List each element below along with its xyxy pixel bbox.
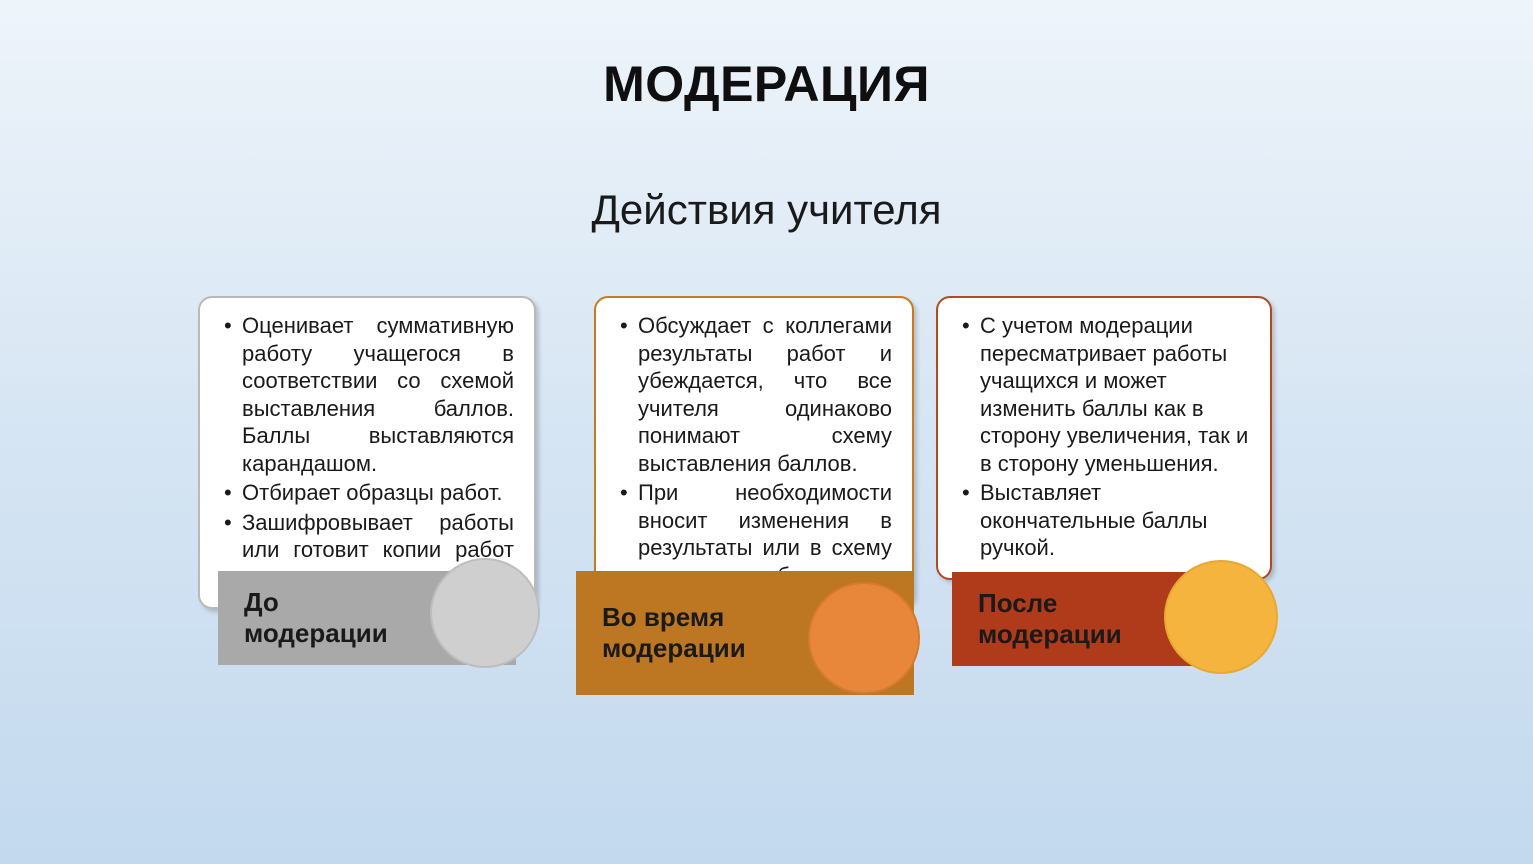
label-line: модерации (978, 619, 1122, 649)
circle-icon-before (430, 558, 540, 668)
bullet-list-before: Оценивает суммативную работу учащегося в… (220, 312, 514, 591)
label-line: Во время (602, 602, 724, 632)
slide-title: МОДЕРАЦИЯ (0, 55, 1533, 113)
card-during: Обсуждает с коллегами результаты работ и… (594, 296, 914, 607)
label-line: модерации (244, 618, 388, 648)
bullet-list-during: Обсуждает с коллегами результаты работ и… (616, 312, 892, 589)
list-item: Обсуждает с коллегами результаты работ и… (616, 312, 892, 477)
list-item: С учетом модерации пересматривает работы… (958, 312, 1250, 477)
label-line: модерации (602, 633, 746, 663)
list-item: Оценивает суммативную работу учащегося в… (220, 312, 514, 477)
label-line: После (978, 588, 1057, 618)
list-item: Отбирает образцы работ. (220, 479, 514, 507)
list-item: Выставляет окончательные баллы ручкой. (958, 479, 1250, 562)
bullet-list-after: С учетом модерации пересматривает работы… (958, 312, 1250, 562)
circle-icon-during (808, 582, 920, 694)
slide-subtitle: Действия учителя (0, 186, 1533, 234)
circle-icon-after (1164, 560, 1278, 674)
card-after: С учетом модерации пересматривает работы… (936, 296, 1272, 580)
label-line: До (244, 587, 279, 617)
